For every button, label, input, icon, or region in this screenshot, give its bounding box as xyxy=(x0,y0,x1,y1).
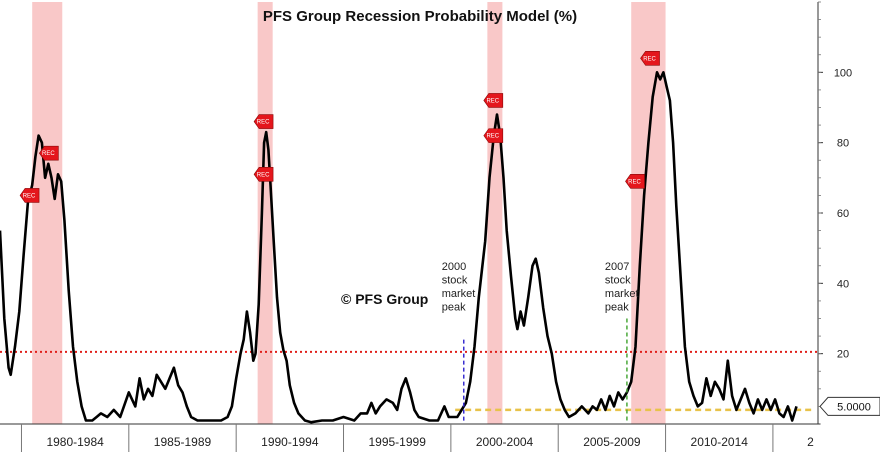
reference-lines xyxy=(0,350,818,412)
rec-marker: REC xyxy=(253,167,274,182)
recession-band xyxy=(32,2,63,424)
y-tick-label: 80 xyxy=(837,138,849,150)
rec-marker: REC xyxy=(39,145,59,161)
last-value-label: 5.0000 xyxy=(837,401,871,413)
recession-band xyxy=(631,2,666,424)
rec-marker-shape xyxy=(483,128,504,143)
rec-marker-shape xyxy=(253,114,274,129)
peak-annotation-text: 2007 xyxy=(605,261,629,273)
watermark-text: © PFS Group xyxy=(341,291,428,307)
x-tick-label: 1990-1994 xyxy=(261,435,319,449)
x-tick-label: 2000-2004 xyxy=(476,435,534,449)
peak-annotation-text: market xyxy=(605,288,639,300)
rec-marker-shape xyxy=(625,174,645,189)
y-tick-label: 20 xyxy=(837,349,849,361)
rec-marker-shape xyxy=(39,145,59,161)
rec-markers: REC REC REC REC REC REC REC REC xyxy=(19,50,660,203)
x-tick-label: 1985-1989 xyxy=(154,435,212,449)
rec-marker-label: REC xyxy=(257,120,270,126)
rec-marker-label: REC xyxy=(628,179,641,185)
rec-marker-shape xyxy=(253,167,274,182)
rec-marker-label: REC xyxy=(23,193,36,199)
x-tick-label: 1995-1999 xyxy=(368,435,426,449)
peak-annotation-text: 2000 xyxy=(442,261,466,273)
y-tick-label: 60 xyxy=(837,208,849,220)
rec-marker-label: REC xyxy=(486,134,499,140)
rec-marker-shape xyxy=(483,93,504,108)
series-layer xyxy=(0,71,798,424)
x-tick-label: 1980-1984 xyxy=(46,435,104,449)
y-tick-label: 100 xyxy=(834,67,852,79)
recession-band xyxy=(487,2,503,424)
rec-marker: REC xyxy=(253,114,274,129)
peak-annotation-text: market xyxy=(442,288,476,300)
rec-marker: REC xyxy=(19,188,40,203)
chart-title: PFS Group Recession Probability Model (%… xyxy=(263,8,577,25)
last-value-box xyxy=(819,396,880,416)
rec-marker-label: REC xyxy=(486,98,499,104)
rec-marker: REC xyxy=(483,93,504,108)
rec-marker: REC xyxy=(483,128,504,143)
series-line xyxy=(0,71,798,424)
rec-marker: REC xyxy=(640,50,660,66)
peak-annotation-text: stock xyxy=(442,275,468,287)
recession-band xyxy=(257,2,273,424)
rec-marker-shape xyxy=(19,188,40,203)
x-tick-label: 2005-2009 xyxy=(583,435,641,449)
recession-bands xyxy=(32,2,666,424)
rec-marker-label: REC xyxy=(42,151,55,157)
peak-annotation-text: stock xyxy=(605,275,631,287)
peak-annotation-text: peak xyxy=(442,302,466,314)
rec-marker-shape xyxy=(640,50,660,66)
x-tick-label: 2 xyxy=(807,435,814,449)
x-tick-label: 2010-2014 xyxy=(691,435,749,449)
rec-marker-label: REC xyxy=(257,172,270,178)
peak-annotation-text: peak xyxy=(605,302,629,314)
rec-marker-label: REC xyxy=(643,56,656,62)
rec-marker: REC xyxy=(625,174,645,189)
y-tick-label: 40 xyxy=(837,278,849,290)
